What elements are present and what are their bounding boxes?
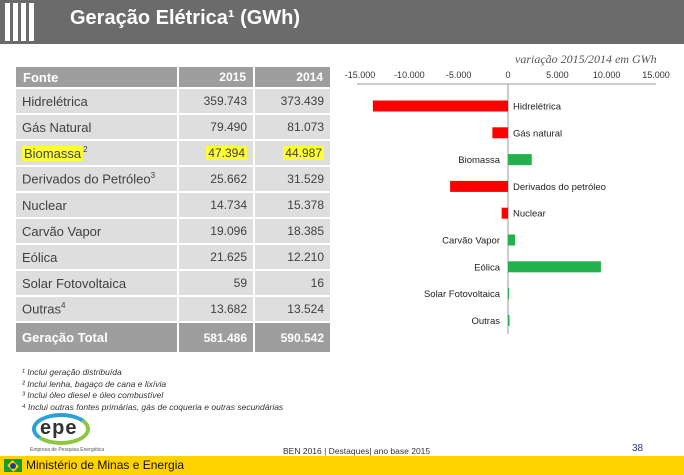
table-row: Nuclear 14.734 15.378 bbox=[16, 191, 330, 218]
header-bar: Geração Elétrica¹ (GWh) bbox=[0, 0, 684, 44]
brazil-flag-icon bbox=[4, 459, 22, 472]
bar bbox=[508, 261, 601, 273]
logo-text: epe bbox=[40, 417, 78, 439]
row-value-2015: 25.662 bbox=[178, 165, 255, 192]
generation-table: Fonte 2015 2014 Hidrelétrica 359.743 373.4… bbox=[16, 67, 330, 352]
bar bbox=[450, 180, 508, 192]
footer-center-text: BEN 2016 | Destaques| ano base 2015 bbox=[283, 446, 431, 456]
table-row: Gás Natural 79.490 81.073 bbox=[16, 113, 330, 140]
row-source-name: Eólica bbox=[16, 243, 179, 270]
chart-subtitle: variação 2015/2014 em GWh bbox=[515, 52, 657, 66]
bar bbox=[508, 314, 510, 326]
page-number: 38 bbox=[632, 443, 644, 454]
table-row: Outras4 13.682 13.524 bbox=[16, 295, 330, 322]
x-tick-label: 5.000 bbox=[546, 70, 569, 80]
category-label: Hidrelétrica bbox=[513, 102, 562, 113]
footnote: ³ Inclui óleo diesel e óleo combustível bbox=[22, 390, 164, 400]
total-value-2014: 590.542 bbox=[254, 321, 330, 352]
row-source-name: Biomassa 2 bbox=[16, 139, 179, 166]
row-source-name: Solar Fotovoltaica bbox=[16, 269, 179, 296]
page-title: Geração Elétrica¹ (GWh) bbox=[70, 7, 301, 29]
bar bbox=[492, 127, 508, 139]
bar bbox=[501, 207, 508, 219]
bar bbox=[372, 100, 508, 112]
x-tick-label: -10.000 bbox=[394, 70, 425, 80]
row-value-2014: 16 bbox=[254, 269, 330, 296]
row-value-2014: 13.524 bbox=[254, 295, 330, 322]
x-tick-label: 15.000 bbox=[642, 70, 670, 80]
table-header-row: Fonte 2015 2014 bbox=[16, 67, 330, 88]
row-value-2014: 81.073 bbox=[254, 113, 330, 140]
header-mark-icon bbox=[0, 0, 44, 44]
table-row: Hidrelétrica 359.743 373.439 bbox=[16, 87, 330, 114]
row-value-2015: 359.743 bbox=[178, 87, 255, 114]
row-source-name: Nuclear bbox=[16, 191, 179, 218]
row-value-2015: 79.490 bbox=[178, 113, 255, 140]
row-source-name: Outras4 bbox=[16, 295, 179, 322]
row-value-2014: 31.529 bbox=[254, 165, 330, 192]
footnotes: ¹ Inclui geração distribuída ² Inclui le… bbox=[22, 367, 283, 413]
table-row: Derivados do Petróleo3 25.662 31.529 bbox=[16, 165, 330, 192]
category-label: Carvão Vapor bbox=[442, 236, 500, 247]
row-source-name: Carvão Vapor bbox=[16, 217, 179, 244]
category-label: Gás natural bbox=[513, 128, 562, 139]
row-value-2014: 12.210 bbox=[254, 243, 330, 270]
row-value-2014: 44.987 bbox=[254, 139, 330, 166]
bar bbox=[508, 154, 532, 166]
row-value-2014: 373.439 bbox=[254, 87, 330, 114]
row-value-2015: 13.682 bbox=[178, 295, 255, 322]
total-label: Geração Total bbox=[16, 321, 179, 352]
footnote: ⁴ Inclui outras fontes primárias, gás de… bbox=[22, 401, 284, 412]
category-label: Solar Fotovoltaica bbox=[424, 289, 501, 300]
variation-bar-chart: -15.000 -10.000 -5.000 0 5.000 10.000 15.000 Hi… bbox=[345, 70, 670, 334]
x-tick-label: -5.000 bbox=[446, 70, 472, 80]
row-source-name: Gás Natural bbox=[16, 113, 179, 140]
table-row: Eólica 21.625 12.210 bbox=[16, 243, 330, 270]
row-source-name: Hidrelétrica bbox=[16, 87, 179, 114]
footnote: ² Inclui lenha, bagaço de cana e lixívia bbox=[22, 378, 167, 389]
table-row: Carvão Vapor 19.096 18.385 bbox=[16, 217, 330, 244]
ministry-name: Ministério de Minas e Energia bbox=[26, 458, 185, 472]
bar bbox=[508, 288, 509, 300]
table-row: Solar Fotovoltaica 59 16 bbox=[16, 269, 330, 296]
row-value-2015: 47.394 bbox=[178, 139, 255, 166]
row-value-2014: 18.385 bbox=[254, 217, 330, 244]
category-label: Eólica bbox=[474, 262, 501, 273]
column-header-2015: 2015 bbox=[178, 67, 255, 88]
category-label: Biomassa bbox=[458, 155, 500, 166]
row-value-2015: 19.096 bbox=[178, 217, 255, 244]
logo-subtitle: Empresa de Pesquisa Energética bbox=[30, 447, 105, 453]
table-total-row: Geração Total 581.486 590.542 bbox=[16, 321, 330, 352]
x-tick-label: 10.000 bbox=[593, 70, 621, 80]
row-value-2015: 21.625 bbox=[178, 243, 255, 270]
category-label: Nuclear bbox=[513, 209, 546, 220]
footnote: ¹ Inclui geração distribuída bbox=[22, 367, 122, 377]
row-source-name: Derivados do Petróleo3 bbox=[16, 165, 179, 192]
row-value-2015: 59 bbox=[178, 269, 255, 296]
table-row: Biomassa 2 47.394 44.987 bbox=[16, 139, 330, 166]
row-value-2015: 14.734 bbox=[178, 191, 255, 218]
category-label: Derivados do petróleo bbox=[513, 182, 606, 193]
category-label: Outras bbox=[471, 316, 500, 327]
total-value-2015: 581.486 bbox=[178, 321, 255, 352]
column-header-2014: 2014 bbox=[254, 67, 330, 88]
row-value-2014: 15.378 bbox=[254, 191, 330, 218]
column-header-fonte: Fonte bbox=[16, 67, 179, 88]
footer-bar: Ministério de Minas e Energia bbox=[0, 456, 684, 475]
epe-logo: epe Empresa de Pesquisa Energética bbox=[30, 413, 104, 453]
bar bbox=[508, 234, 516, 246]
x-tick-label: 0 bbox=[505, 70, 510, 80]
x-tick-label: -15.000 bbox=[345, 70, 376, 80]
